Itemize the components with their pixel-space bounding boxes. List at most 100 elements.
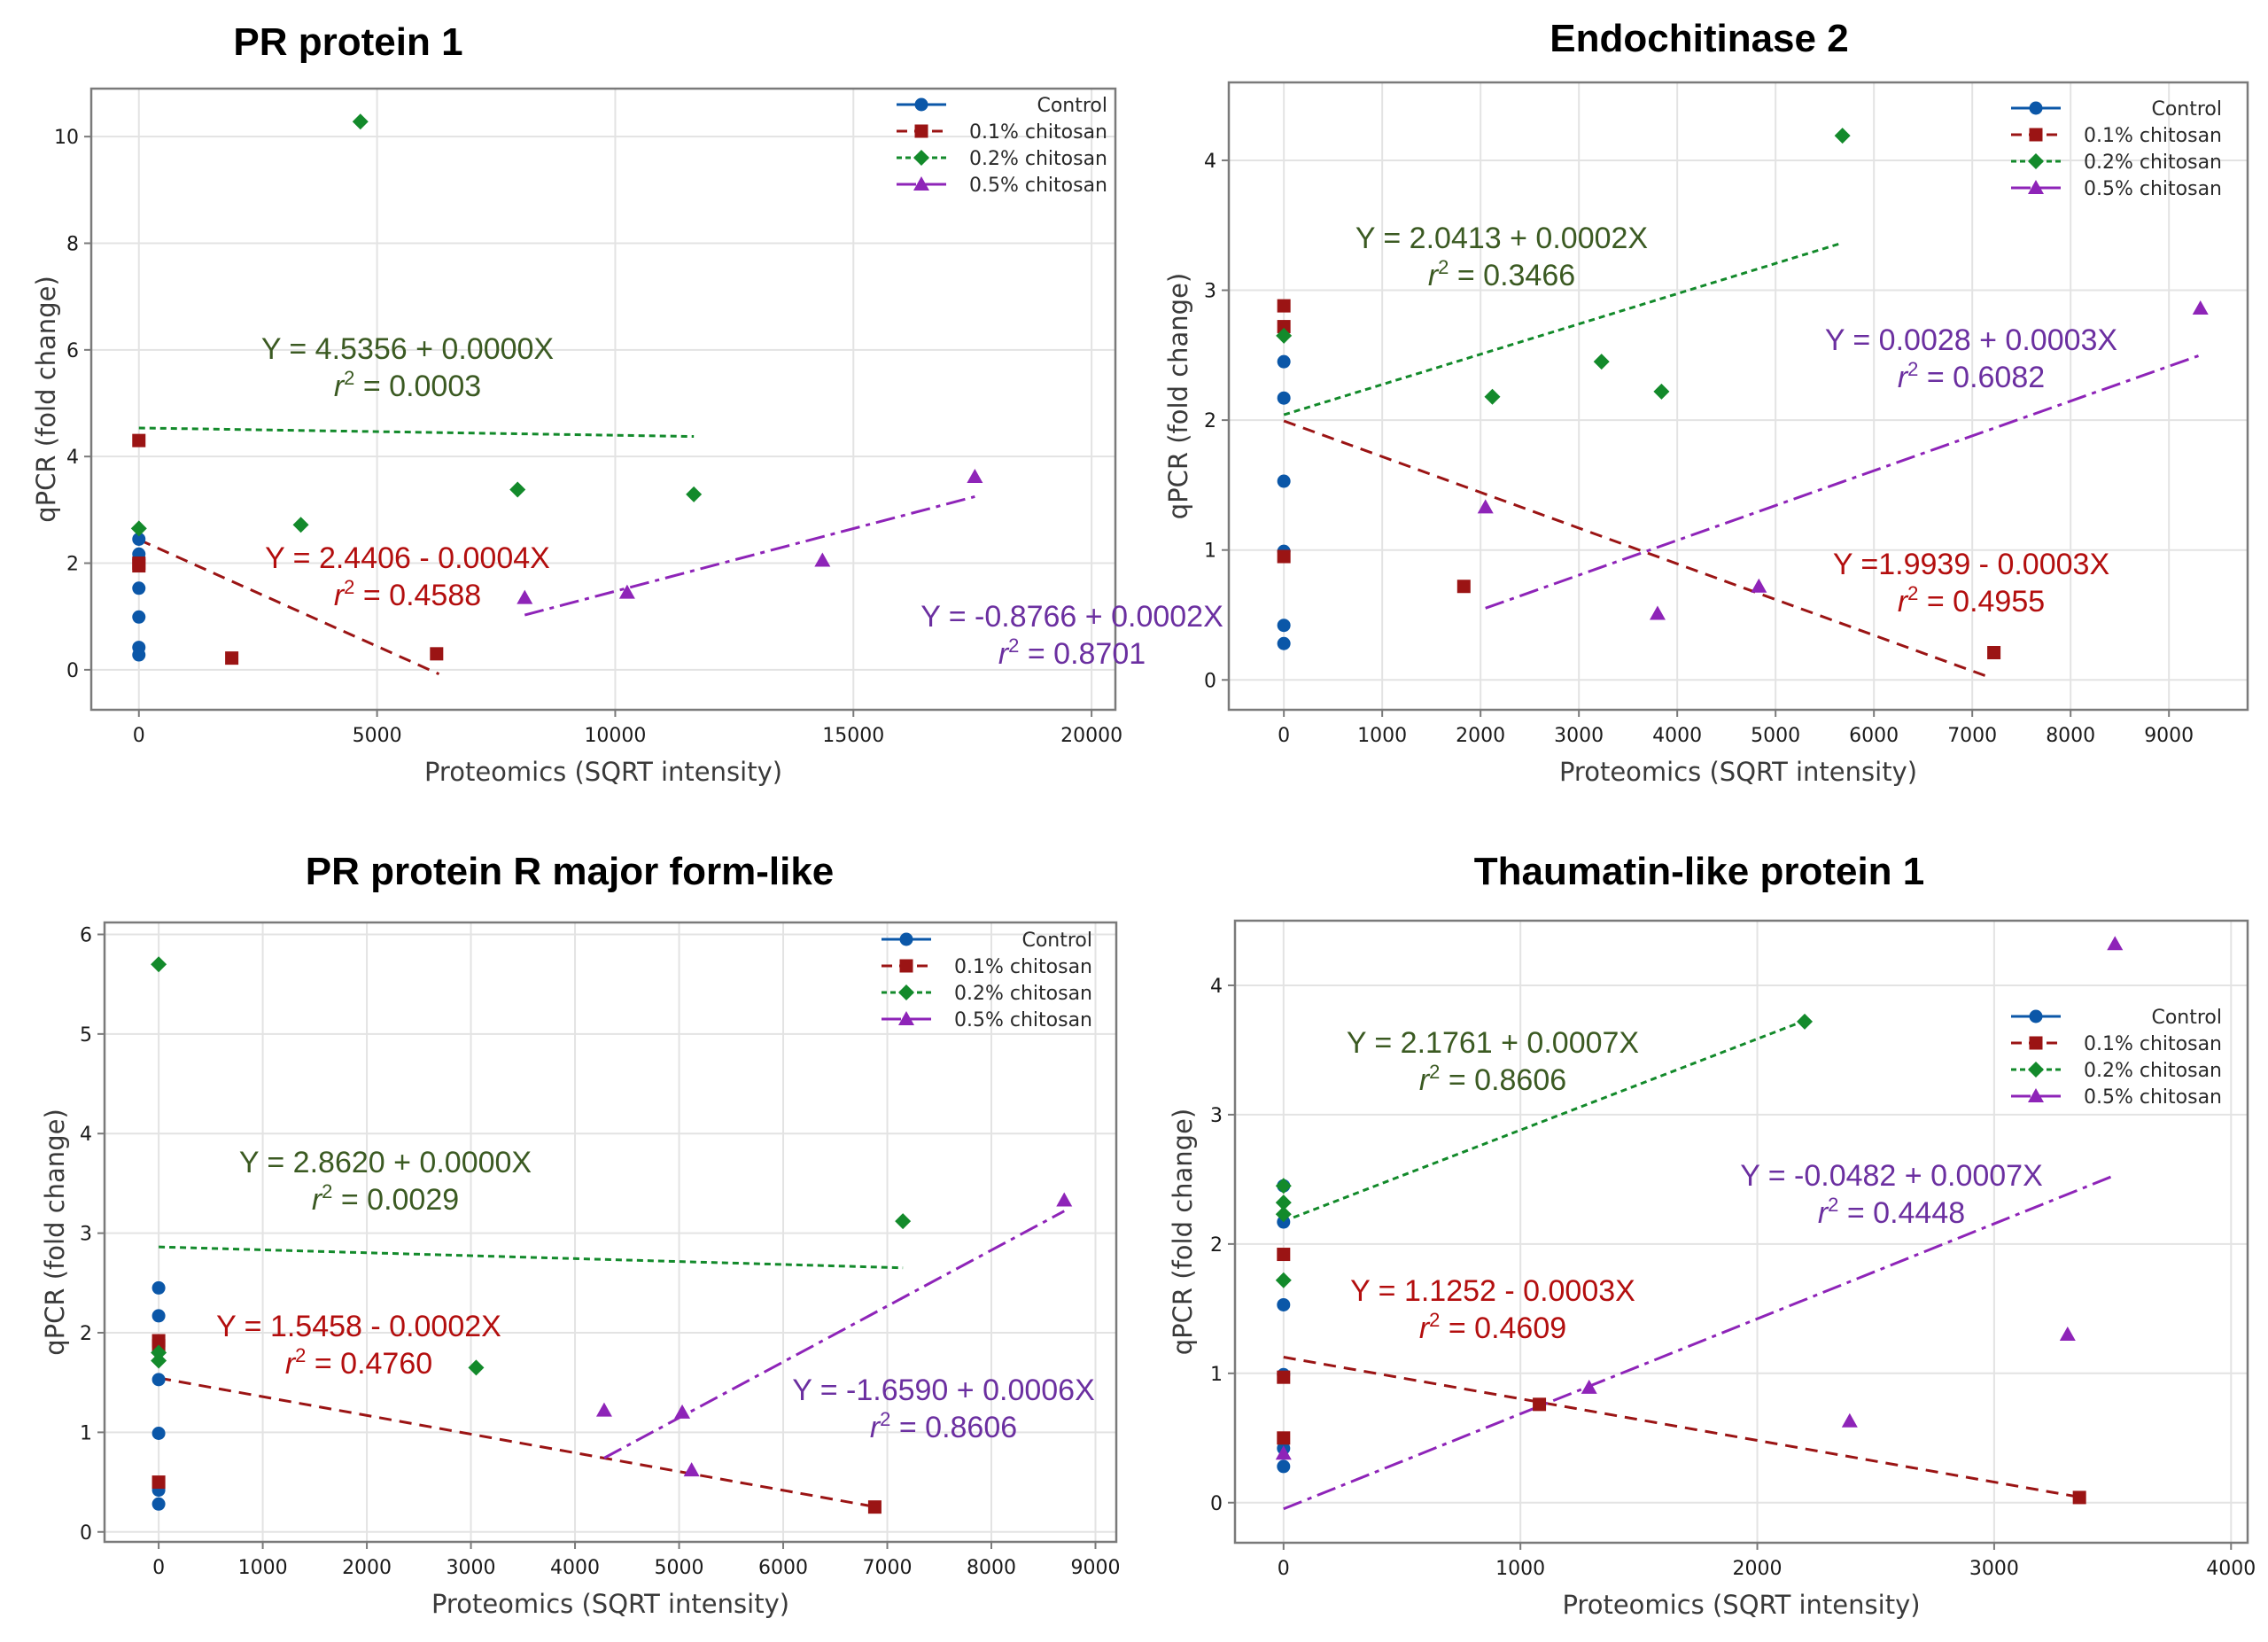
y-tick-label: 1 (1204, 541, 1216, 563)
panel-pr-protein-1: PR protein 10 5000 10000 15000 200000246810P… (31, 20, 1223, 787)
equation-text: Y = -1.6590 + 0.0006X (792, 1374, 1095, 1407)
data-point (151, 1373, 166, 1387)
data-point (686, 486, 703, 502)
data-point (132, 532, 146, 546)
data-point (895, 1213, 912, 1230)
legend-marker (913, 150, 929, 166)
data-point (1056, 1192, 1073, 1207)
y-axis-label: qPCR (fold change) (40, 1109, 70, 1356)
legend-marker (2028, 153, 2044, 169)
legend-label: 0.2% chitosan (2084, 1060, 2222, 1082)
legend-label: 0.1% chitosan (2084, 125, 2222, 147)
x-tick-label: 9000 (1071, 1557, 1121, 1579)
data-point (1797, 1013, 1814, 1030)
x-tick-label: 15000 (822, 725, 884, 747)
fit-lines (1283, 241, 2199, 680)
legend: Control 0.1% chitosan 0.2% chitosan 0.5% ch… (882, 930, 1092, 1031)
x-tick-label: 6000 (1849, 725, 1899, 747)
x-tick-label: 0 (1278, 725, 1290, 747)
x-tick-label: 1000 (238, 1557, 288, 1579)
legend: Control 0.1% chitosan 0.2% chitosan 0.5% ch… (2011, 98, 2222, 200)
plot-frame (1233, 919, 2249, 1545)
y-tick-label: 0 (66, 660, 79, 682)
x-tick-label: 5000 (1751, 725, 1800, 747)
y-tick-label: 6 (80, 924, 92, 946)
data-point (132, 433, 146, 447)
equation-text: Y = 1.5458 - 0.0002X (216, 1310, 501, 1343)
equation-text: Y = 4.5356 + 0.0000X (261, 332, 554, 366)
y-axis-label: qPCR (fold change) (31, 276, 61, 523)
data-point (1533, 1397, 1547, 1412)
data-point (2072, 1490, 2086, 1505)
x-tick-label: 4000 (1652, 725, 1702, 747)
series-chitosan-01 (1277, 1248, 2086, 1505)
data-point (595, 1402, 612, 1417)
data-point (1276, 327, 1293, 344)
legend-marker (2029, 101, 2043, 115)
y-tick-label: 0 (1210, 1493, 1223, 1515)
y-tick-label: 1 (1210, 1364, 1223, 1386)
y-tick-label: 2 (66, 554, 79, 576)
equation-text: Y =1.9939 - 0.0003X (1833, 548, 2109, 581)
data-point (151, 1497, 166, 1511)
fit-line-chitosan-02 (159, 1245, 904, 1270)
y-tick-label: 0 (1204, 670, 1216, 692)
equation-text: Y = -0.8766 + 0.0002X (920, 600, 1223, 634)
data-point (1841, 1412, 1858, 1428)
fit-line-chitosan-05 (524, 495, 975, 617)
x-tick-label: 2000 (1733, 1558, 1783, 1580)
fit-line-chitosan-01 (138, 538, 440, 676)
equation-text: Y = 2.4406 - 0.0004X (265, 541, 550, 575)
fit-line-chitosan-05 (1283, 1173, 2116, 1511)
chart-title: Endochitinase 2 (1550, 17, 1848, 60)
r-squared-text: r2 = 0.0029 (312, 1180, 459, 1217)
x-axis-label: Proteomics (SQRT intensity) (424, 757, 782, 787)
data-point (967, 469, 983, 484)
series-chitosan-01 (132, 433, 444, 665)
data-point (130, 520, 147, 537)
gridlines (91, 89, 1115, 710)
data-point (2192, 300, 2209, 315)
legend-item-control: Control (2011, 1007, 2222, 1029)
legend-marker (2028, 1062, 2044, 1078)
x-axis-label: Proteomics (SQRT intensity) (431, 1589, 789, 1619)
x-tick-label: 7000 (1947, 725, 1997, 747)
y-tick-label: 3 (1204, 281, 1216, 303)
data-point (132, 559, 146, 573)
legend-label: 0.5% chitosan (969, 175, 1107, 197)
legend-item-chitosan-05: 0.5% chitosan (882, 1009, 1092, 1031)
x-tick-label: 2000 (342, 1557, 392, 1579)
legend-marker (899, 932, 913, 946)
y-tick-label: 4 (80, 1124, 92, 1146)
x-tick-label: 1000 (1357, 725, 1407, 747)
legend-label: 0.1% chitosan (969, 121, 1107, 144)
data-point (517, 589, 533, 604)
y-tick-label: 0 (80, 1522, 92, 1545)
plot-frame (89, 87, 1117, 712)
y-tick-label: 8 (66, 233, 79, 255)
series-chitosan-05 (1275, 936, 2124, 1460)
x-tick-label: 3000 (1969, 1558, 2019, 1580)
data-point (1277, 549, 1291, 564)
legend-marker (2029, 128, 2043, 142)
legend-item-chitosan-05: 0.5% chitosan (2011, 178, 2222, 200)
x-axis-label: Proteomics (SQRT intensity) (1562, 1590, 1920, 1620)
legend-item-chitosan-01: 0.1% chitosan (2011, 125, 2222, 147)
x-axis-label: Proteomics (SQRT intensity) (1559, 757, 1917, 787)
y-axis-label: qPCR (fold change) (1163, 273, 1193, 520)
x-tick-label: 6000 (758, 1557, 808, 1579)
data-point (1987, 646, 2001, 660)
data-point (1277, 1431, 1291, 1445)
r-squared-text: r2 = 0.4609 (1419, 1309, 1566, 1345)
legend-item-control: Control (2011, 98, 2222, 121)
legend-item-chitosan-05: 0.5% chitosan (2011, 1086, 2222, 1109)
series-chitosan-02 (1275, 1013, 1814, 1288)
